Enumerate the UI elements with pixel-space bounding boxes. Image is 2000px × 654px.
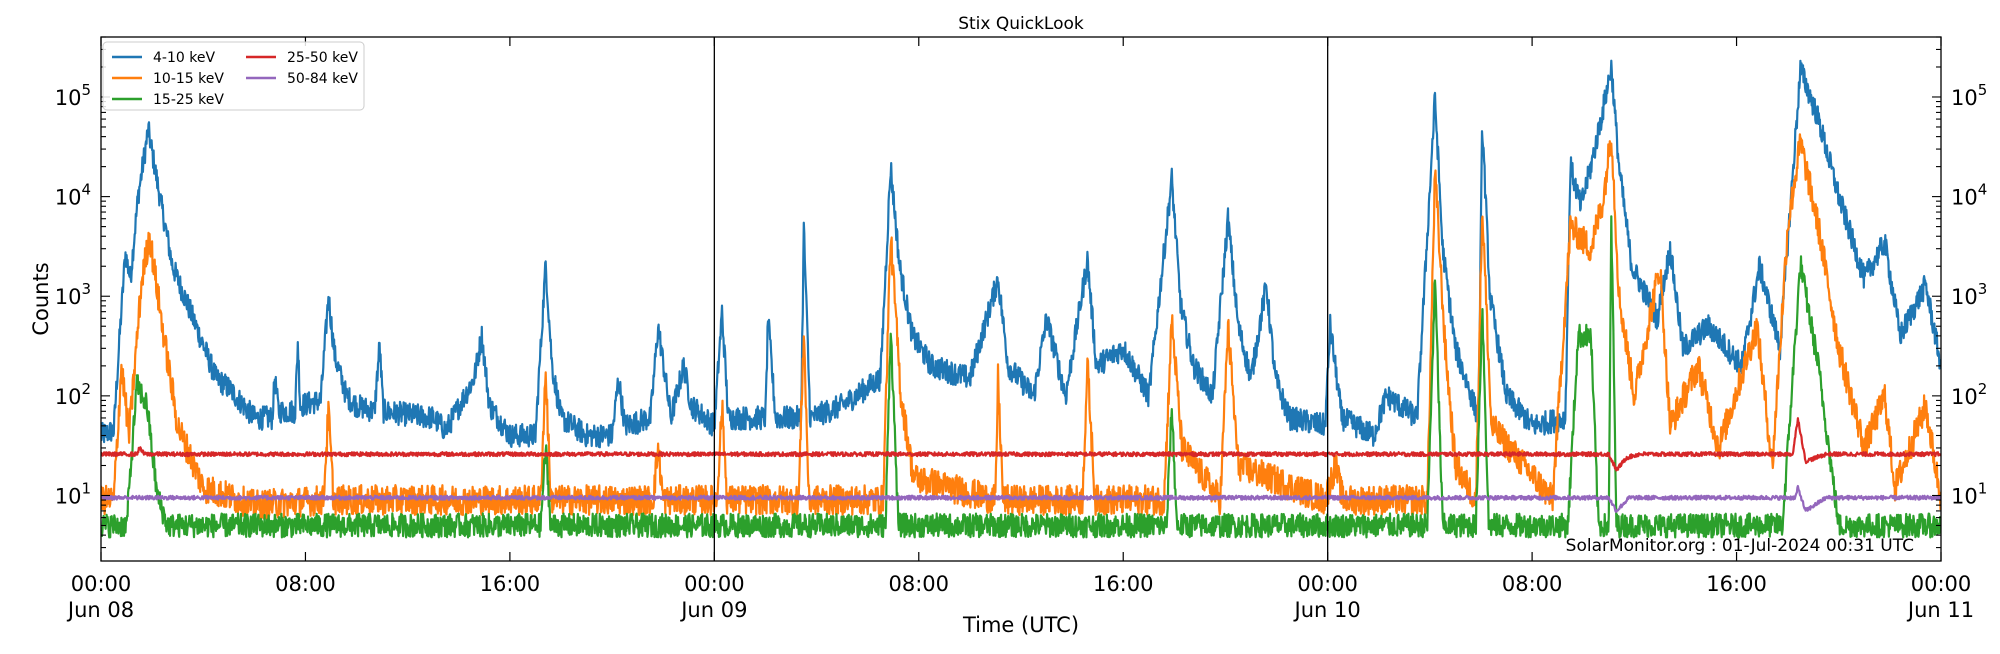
series-line-25-50-keV — [101, 417, 1941, 472]
x-tick-label: 00:00 — [1297, 572, 1358, 596]
y-tick-label: 101 — [55, 479, 91, 508]
y-tick-label-right: 104 — [1951, 181, 1987, 210]
legend-item: 25-50 keV — [246, 50, 358, 66]
legend-label: 50-84 keV — [287, 71, 358, 87]
tick-exponent: 4 — [1978, 181, 1988, 199]
y-axis-label: Counts — [29, 262, 53, 335]
legend-item: 10-15 keV — [112, 71, 224, 87]
series-line-10-15-keV — [101, 133, 1941, 521]
x-tick-label: 16:00 — [1706, 572, 1767, 596]
y-tick-label-right: 103 — [1951, 280, 1987, 309]
tick-exponent: 5 — [81, 81, 91, 99]
tick-base: 10 — [1951, 484, 1978, 508]
x-tick-label: 08:00 — [889, 572, 950, 596]
legend-label: 10-15 keV — [153, 71, 224, 87]
x-tick-label: 00:00 — [71, 572, 132, 596]
tick-exponent: 1 — [1978, 479, 1988, 497]
tick-base: 10 — [1951, 285, 1978, 309]
legend-item: 15-25 keV — [112, 92, 224, 108]
x-tick-label: 08:00 — [1502, 572, 1563, 596]
day-boundaries — [713, 37, 1329, 561]
tick-exponent: 2 — [81, 380, 91, 398]
tick-exponent: 4 — [81, 181, 91, 199]
series-line-15-25-keV — [101, 215, 1941, 539]
tick-exponent: 3 — [81, 280, 91, 298]
legend-label: 15-25 keV — [153, 92, 224, 108]
y-tick-label-right: 101 — [1951, 479, 1987, 508]
tick-base: 10 — [55, 186, 82, 210]
tick-exponent: 5 — [1978, 81, 1988, 99]
tick-base: 10 — [1951, 186, 1978, 210]
x-tick-label: 16:00 — [480, 572, 541, 596]
x-axis-label: Time (UTC) — [962, 613, 1079, 637]
legend-item: 4-10 keV — [112, 50, 215, 66]
series-line-4-10-keV — [101, 59, 1941, 449]
chart-title: Stix QuickLook — [958, 14, 1084, 34]
tick-base: 10 — [55, 86, 82, 110]
tick-base: 10 — [55, 385, 82, 409]
legend: 4-10 keV 10-15 keV 15-25 keV 25-50 keV 50-84… — [102, 41, 365, 111]
y-tick-label-right: 105 — [1951, 81, 1987, 110]
tick-base: 10 — [1951, 86, 1978, 110]
tick-base: 10 — [1951, 385, 1978, 409]
y-tick-label: 105 — [55, 81, 91, 110]
series-layer — [101, 59, 1941, 539]
x-tick-label: 00:00 — [684, 572, 745, 596]
y-tick-label: 102 — [55, 380, 91, 409]
x-tick-label: 08:00 — [275, 572, 336, 596]
watermark-annotation: SolarMonitor.org : 01-Jul-2024 00:31 UTC — [1566, 536, 1914, 556]
x-tick-date-label: Jun 09 — [679, 598, 747, 622]
legend-box — [102, 41, 365, 111]
legend-label: 25-50 keV — [287, 50, 358, 66]
y-tick-label: 104 — [55, 181, 91, 210]
legend-label: 4-10 keV — [153, 50, 215, 66]
x-tick-date-label: Jun 08 — [66, 598, 134, 622]
tick-exponent: 2 — [1978, 380, 1988, 398]
plot-frame — [100, 36, 1942, 562]
tick-exponent: 1 — [81, 479, 91, 497]
tick-base: 10 — [55, 285, 82, 309]
x-tick-label: 16:00 — [1093, 572, 1154, 596]
x-tick-label: 00:00 — [1911, 572, 1972, 596]
x-tick-date-label: Jun 10 — [1293, 598, 1361, 622]
y-tick-label-right: 102 — [1951, 380, 1987, 409]
tick-base: 10 — [55, 484, 82, 508]
series-line-50-84-keV — [101, 484, 1941, 513]
x-tick-date-label: Jun 11 — [1906, 598, 1974, 622]
tick-exponent: 3 — [1978, 280, 1988, 298]
legend-item: 50-84 keV — [246, 71, 358, 87]
y-tick-label: 103 — [55, 280, 91, 309]
